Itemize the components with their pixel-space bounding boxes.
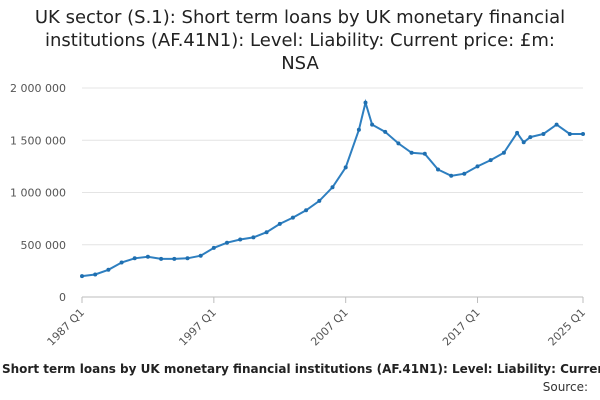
series-layer (80, 98, 585, 279)
data-point (93, 272, 98, 277)
data-point (488, 158, 493, 163)
series-caption: Short term loans by UK monetary financia… (2, 362, 600, 376)
data-point (409, 150, 414, 155)
data-point (475, 164, 480, 169)
y-tick-label: 0 (59, 291, 66, 304)
data-point (422, 151, 427, 156)
data-point (290, 215, 295, 220)
data-point (304, 208, 309, 213)
data-point (185, 256, 190, 261)
data-point (436, 167, 440, 172)
y-tick-label: 1 500 000 (10, 134, 66, 147)
data-point (383, 129, 388, 134)
data-point (119, 260, 124, 265)
data-point (172, 256, 177, 261)
data-point (356, 127, 361, 132)
data-point (521, 140, 526, 145)
data-point (251, 235, 256, 240)
x-tick-label: 2017 Q1 (440, 306, 483, 349)
chart-title: UK sector (S.1): Short term loans by UK … (34, 7, 566, 74)
data-point (106, 267, 111, 272)
data-point (462, 171, 467, 176)
data-point (238, 237, 243, 242)
y-tick-label: 500 000 (21, 239, 67, 252)
data-point (501, 150, 506, 155)
data-point (541, 132, 546, 136)
data-point (528, 135, 533, 140)
data-point (277, 221, 282, 226)
data-point (515, 130, 520, 135)
data-point (567, 132, 572, 136)
data-point (145, 254, 150, 259)
data-point (225, 240, 229, 245)
data-point (80, 274, 84, 279)
data-point (317, 198, 322, 203)
x-tick-label: 2025 Q1 (546, 306, 589, 349)
data-point (159, 256, 164, 261)
series-line (81, 98, 583, 278)
axes (81, 296, 584, 303)
x-tick-label: 1987 Q1 (45, 306, 88, 349)
data-point (198, 253, 203, 258)
x-tick-label: 1997 Q1 (176, 306, 219, 349)
data-point (449, 173, 454, 178)
source-label: Source: (542, 380, 588, 394)
data-point (370, 122, 375, 127)
x-tick-label: 2007 Q1 (308, 306, 351, 349)
data-point (132, 256, 137, 261)
data-point (343, 165, 348, 170)
data-point (264, 230, 269, 235)
y-tick-label: 1 000 000 (10, 187, 66, 200)
data-point (396, 141, 401, 146)
data-point (554, 122, 559, 127)
data-point (330, 185, 335, 190)
gridlines (82, 87, 583, 246)
data-point (581, 132, 585, 136)
data-point (363, 100, 368, 105)
y-tick-label: 2 000 000 (10, 82, 66, 95)
data-point (211, 245, 216, 250)
